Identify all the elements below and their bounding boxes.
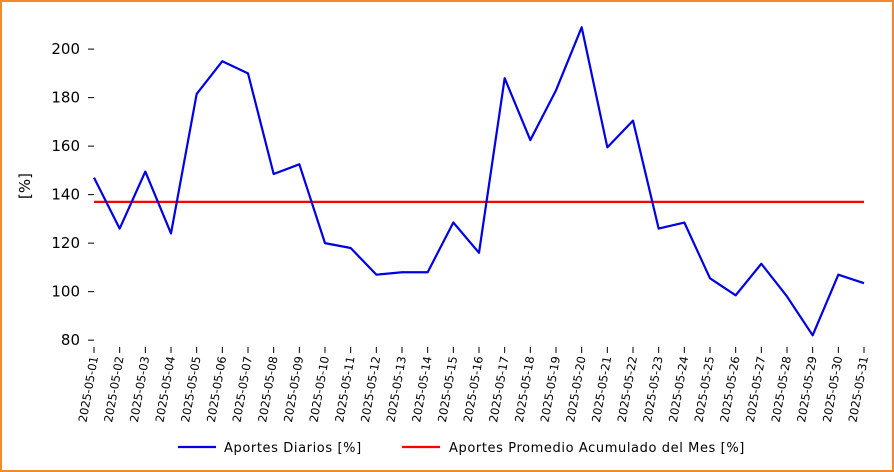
y-axis-label: [%] [16,173,34,199]
x-tick-label: 2025-05-15 [435,355,460,423]
x-tick-label: 2025-05-06 [204,355,229,423]
x-tick-label: 2025-05-28 [769,355,794,423]
x-tick-label: 2025-05-18 [512,355,537,423]
x-tick-label: 2025-05-17 [486,355,511,423]
series-line-daily [93,26,865,337]
y-tick-label: 140 [51,186,80,204]
x-tick-label: 2025-05-21 [589,355,614,423]
x-axis: 2025-05-01 2025-05-02 2025-05-03 2025-05-04… [76,347,871,423]
x-tick-label: 2025-05-02 [101,355,126,423]
x-tick-label: 2025-05-09 [281,355,306,423]
x-tick-label: 2025-05-24 [666,355,691,423]
series-layer [93,26,865,337]
x-tick-label: 2025-05-13 [384,355,409,423]
x-tick-label: 2025-05-23 [640,355,665,423]
x-tick-label: 2025-05-27 [743,355,768,423]
x-tick-label: 2025-05-26 [717,355,742,423]
x-tick-label: 2025-05-10 [307,355,332,423]
x-tick-label: 2025-05-12 [358,355,383,423]
x-tick-label: 2025-05-25 [692,355,717,423]
y-tick-label: 200 [51,40,80,58]
y-tick-label: 180 [51,89,80,107]
x-tick-label: 2025-05-05 [178,355,203,423]
y-tick-label: 120 [51,234,80,252]
legend-label-average: Aportes Promedio Acumulado del Mes [%] [449,441,745,456]
x-tick-label: 2025-05-03 [127,355,152,423]
x-tick-label: 2025-05-11 [332,355,357,423]
x-tick-label: 2025-05-04 [153,355,178,423]
x-tick-label: 2025-05-01 [76,355,101,423]
y-axis: 80 100 120 140 160 180 200 [51,40,94,349]
x-tick-label: 2025-05-14 [409,355,434,423]
x-tick-label: 2025-05-30 [820,355,845,423]
legend: Aportes Diarios [%] Aportes Promedio Acu… [178,441,745,456]
x-tick-label: 2025-05-20 [563,355,588,423]
x-tick-label: 2025-05-29 [794,355,819,423]
x-tick-label: 2025-05-19 [538,355,563,423]
x-tick-label: 2025-05-22 [615,355,640,423]
y-tick-label: 100 [51,283,80,301]
y-tick-label: 160 [51,137,80,155]
x-tick-label: 2025-05-08 [255,355,280,423]
legend-label-daily: Aportes Diarios [%] [224,441,362,456]
x-tick-label: 2025-05-31 [846,355,871,423]
x-tick-label: 2025-05-07 [230,355,255,423]
y-tick-label: 80 [61,331,80,349]
x-tick-label: 2025-05-16 [461,355,486,423]
